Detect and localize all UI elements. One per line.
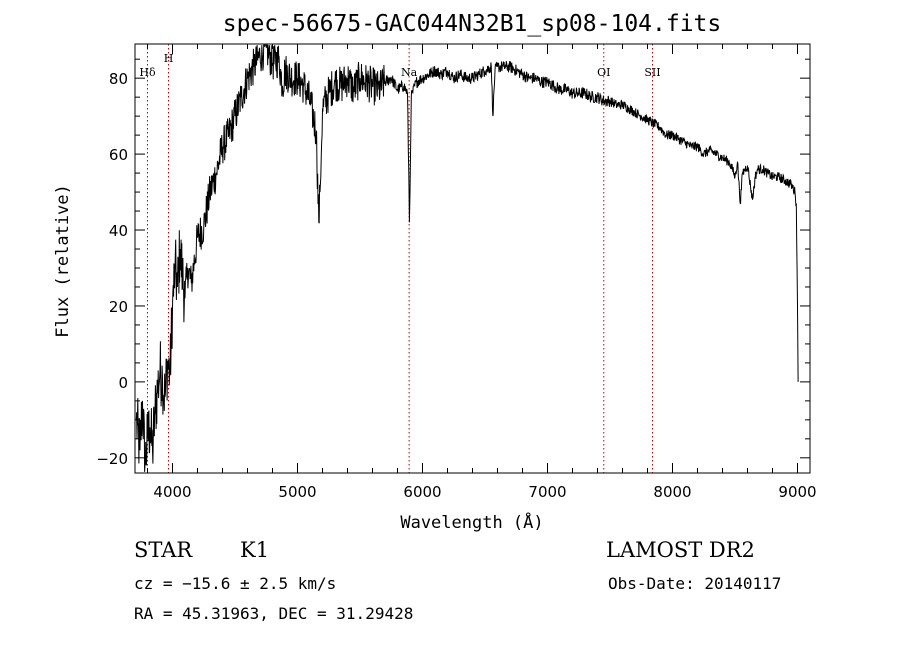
line-marker-label: Na [401,66,418,79]
y-tick-label: 80 [109,70,128,88]
line-marker-label: H [164,52,174,65]
line-marker-label: Hδ [139,66,156,79]
observation-date: Obs-Date: 20140117 [608,574,782,593]
y-tick-label: −20 [96,450,128,468]
plot-area: Hδ H Na OI SII 4000 5000 6000 7000 8000 9000 −20 0 20… [96,43,817,501]
y-tick-label: 40 [109,222,128,240]
line-marker-label: OI [597,66,610,79]
y-tick-label: 20 [109,298,128,316]
chart-title: spec-56675-GAC044N32B1_sp08-104.fits [223,11,722,37]
x-tick-label: 6000 [403,483,441,501]
line-marker-label: SII [644,66,660,79]
y-tick-label: 60 [109,146,128,164]
x-axis-label: Wavelength (Å) [400,511,543,533]
spectral-subclass: K1 [240,538,270,562]
x-tick-label: 4000 [153,483,191,501]
y-tick-label: 0 [118,374,128,392]
coordinates: RA = 45.31963, DEC = 31.29428 [134,604,414,623]
x-tick-label: 9000 [778,483,816,501]
object-class: STAR [134,538,193,562]
x-tick-label: 8000 [653,483,691,501]
x-tick-label: 5000 [278,483,316,501]
survey-name: LAMOST DR2 [606,538,755,562]
x-tick-label: 7000 [528,483,566,501]
flux-series-line [135,44,799,472]
radial-velocity: cz = −15.6 ± 2.5 km/s [134,574,337,593]
y-axis-label: Flux (relative) [53,184,73,338]
